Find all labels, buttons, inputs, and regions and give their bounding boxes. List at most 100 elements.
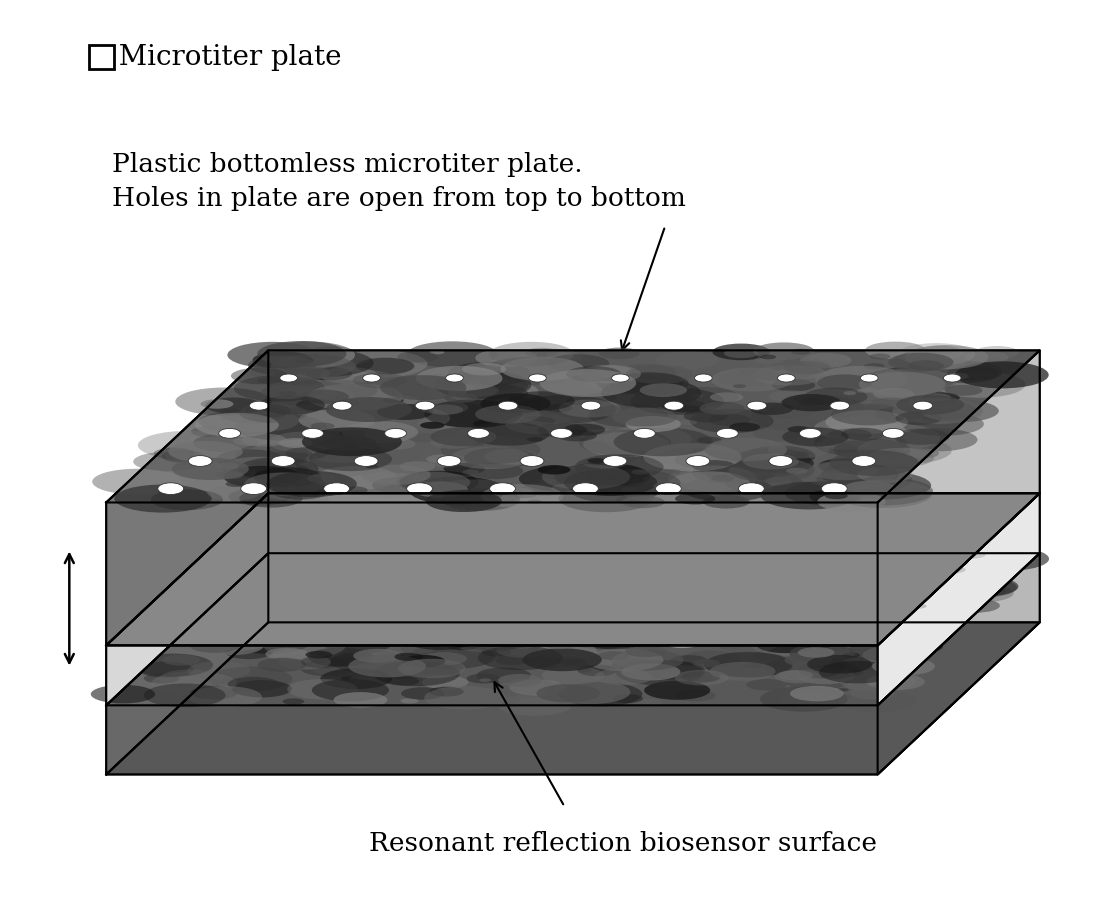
Ellipse shape [945, 384, 983, 396]
Ellipse shape [967, 547, 1049, 571]
Ellipse shape [598, 651, 629, 660]
Ellipse shape [558, 585, 619, 603]
Ellipse shape [484, 580, 553, 600]
Ellipse shape [151, 490, 217, 508]
Ellipse shape [618, 551, 648, 558]
Ellipse shape [692, 460, 736, 472]
Ellipse shape [719, 597, 751, 605]
Ellipse shape [427, 405, 463, 415]
Ellipse shape [407, 483, 433, 494]
Ellipse shape [574, 611, 645, 632]
Ellipse shape [419, 528, 430, 530]
Ellipse shape [286, 404, 352, 423]
Ellipse shape [414, 581, 479, 599]
Ellipse shape [816, 544, 828, 547]
Ellipse shape [392, 612, 432, 621]
Ellipse shape [754, 555, 789, 562]
Ellipse shape [865, 585, 898, 591]
Ellipse shape [428, 455, 472, 467]
Ellipse shape [582, 432, 670, 457]
Ellipse shape [135, 614, 151, 618]
Ellipse shape [951, 585, 1014, 602]
Ellipse shape [430, 632, 468, 644]
Ellipse shape [809, 623, 841, 632]
Ellipse shape [865, 342, 926, 360]
Ellipse shape [814, 430, 907, 456]
Ellipse shape [447, 361, 531, 386]
Ellipse shape [352, 372, 407, 388]
Ellipse shape [769, 455, 793, 467]
Ellipse shape [380, 375, 466, 400]
Ellipse shape [396, 557, 409, 560]
Ellipse shape [245, 578, 320, 599]
Ellipse shape [897, 428, 977, 452]
Ellipse shape [477, 645, 562, 670]
Ellipse shape [783, 560, 793, 561]
Ellipse shape [449, 575, 501, 591]
Ellipse shape [793, 583, 838, 596]
Ellipse shape [341, 682, 358, 687]
Ellipse shape [281, 625, 321, 634]
Ellipse shape [492, 610, 508, 614]
Ellipse shape [832, 614, 863, 623]
Ellipse shape [575, 455, 664, 479]
Ellipse shape [429, 687, 464, 697]
Ellipse shape [467, 463, 523, 479]
Ellipse shape [853, 694, 888, 704]
Ellipse shape [417, 373, 468, 389]
Ellipse shape [418, 418, 462, 430]
Ellipse shape [195, 563, 217, 568]
Ellipse shape [906, 448, 939, 458]
Ellipse shape [543, 616, 574, 625]
Ellipse shape [784, 532, 821, 540]
Ellipse shape [822, 483, 847, 494]
Ellipse shape [467, 422, 549, 445]
Ellipse shape [253, 351, 312, 369]
Ellipse shape [644, 680, 710, 700]
Ellipse shape [215, 462, 238, 469]
Ellipse shape [234, 375, 325, 402]
Ellipse shape [324, 483, 350, 494]
Ellipse shape [578, 665, 617, 676]
Ellipse shape [272, 457, 292, 463]
Ellipse shape [518, 558, 539, 562]
Ellipse shape [498, 694, 572, 715]
Ellipse shape [320, 367, 378, 384]
Ellipse shape [508, 608, 520, 610]
Ellipse shape [216, 449, 285, 469]
Ellipse shape [493, 620, 515, 624]
Ellipse shape [625, 416, 681, 432]
Ellipse shape [622, 623, 635, 627]
Polygon shape [878, 350, 1040, 645]
Ellipse shape [322, 602, 360, 613]
Ellipse shape [653, 481, 688, 491]
Ellipse shape [462, 469, 480, 475]
Ellipse shape [926, 559, 956, 565]
Ellipse shape [759, 555, 776, 561]
Ellipse shape [519, 467, 607, 491]
Ellipse shape [612, 650, 684, 670]
Ellipse shape [292, 595, 319, 603]
Ellipse shape [305, 651, 332, 658]
Ellipse shape [358, 610, 366, 612]
Ellipse shape [337, 371, 394, 387]
Ellipse shape [454, 384, 499, 396]
Ellipse shape [656, 351, 719, 369]
Ellipse shape [496, 643, 550, 657]
Ellipse shape [639, 661, 705, 680]
Ellipse shape [596, 373, 663, 393]
Ellipse shape [799, 500, 832, 507]
Ellipse shape [563, 501, 580, 504]
Ellipse shape [510, 679, 540, 687]
Ellipse shape [845, 514, 858, 517]
Polygon shape [878, 553, 1040, 774]
Ellipse shape [407, 609, 448, 619]
Ellipse shape [415, 401, 435, 410]
Ellipse shape [643, 573, 720, 596]
Ellipse shape [774, 395, 865, 421]
Ellipse shape [572, 483, 598, 494]
Ellipse shape [344, 615, 401, 632]
Ellipse shape [825, 410, 908, 434]
Ellipse shape [244, 542, 275, 549]
Ellipse shape [773, 606, 793, 611]
